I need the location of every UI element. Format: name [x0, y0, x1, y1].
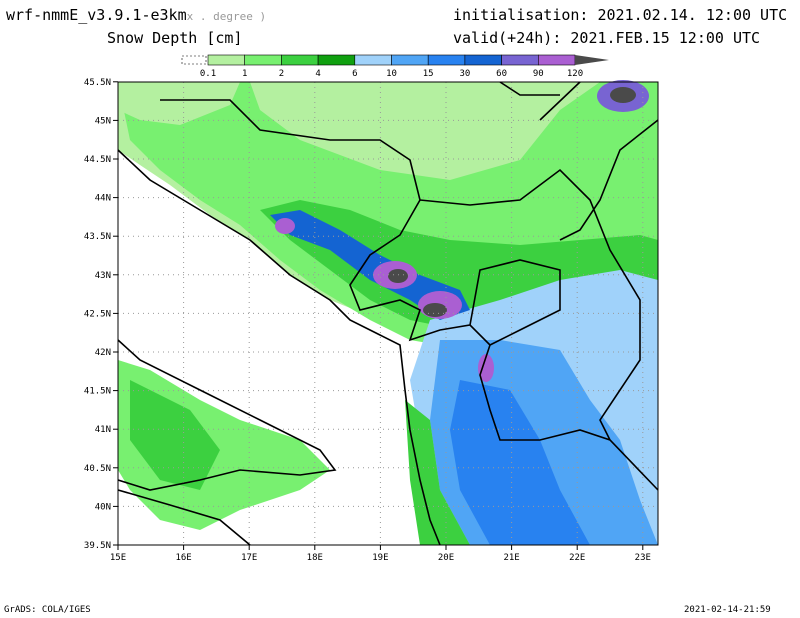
lon-label: 17E: [241, 553, 257, 563]
color-legend: 0.1 1 2 4 6 10 15 30 60 90 120: [181, 54, 609, 79]
legend-label: 6: [352, 69, 357, 79]
field-green-2: [118, 82, 240, 125]
lat-label: 40.5N: [84, 464, 111, 474]
lon-label: 23E: [635, 553, 651, 563]
coastline-italy: [117, 339, 337, 491]
field-ne-max: [610, 87, 636, 103]
lon-label: 15E: [110, 553, 126, 563]
init-time: initialisation: 2021.02.14. 12:00 UTC: [453, 6, 788, 24]
field-max-1: [388, 269, 408, 283]
lon-label: 21E: [503, 553, 519, 563]
lat-label: 44N: [95, 194, 111, 204]
units-hint: x . degree ): [186, 10, 267, 23]
legend-label: 0.1: [200, 69, 216, 79]
legend-below-min: [181, 55, 207, 65]
variable-title: Snow Depth [cm]: [107, 29, 243, 47]
field-south-green: [405, 400, 470, 545]
coastline: [117, 149, 441, 546]
field-blue-dark: [450, 380, 590, 545]
snow-depth-map: 15E 16E 17E 18E 19E 20E 21E 22E 23E 45.5N 45N 44.5N…: [84, 78, 659, 563]
lat-label: 41N: [95, 425, 111, 435]
country-borders: [160, 81, 659, 491]
field-ridge: [270, 210, 470, 320]
field-max-2: [423, 303, 447, 317]
legend-label: 120: [567, 69, 583, 79]
graticule: [118, 82, 658, 545]
axis-ticks: 15E 16E 17E 18E 19E 20E 21E 22E 23E 45.5N 45N 44.5N…: [84, 78, 651, 563]
legend-label: 10: [386, 69, 397, 79]
field-italy-inner: [130, 380, 220, 490]
field-purple-4: [478, 354, 494, 382]
legend-label: 60: [496, 69, 507, 79]
lon-label: 16E: [175, 553, 191, 563]
lat-label: 42.5N: [84, 309, 111, 319]
grads-credit: GrADS: COLA/IGES: [4, 605, 91, 615]
timestamp: 2021-02-14-21:59: [684, 605, 771, 615]
lon-label: 20E: [438, 553, 454, 563]
lat-label: 45.5N: [84, 78, 111, 88]
lat-label: 43N: [95, 271, 111, 281]
lat-label: 42N: [95, 348, 111, 358]
legend-label: 4: [315, 69, 320, 79]
lon-label: 18E: [307, 553, 323, 563]
legend-label: 2: [279, 69, 284, 79]
model-name: wrf-nmmE_v3.9.1-e3km: [6, 6, 187, 24]
lon-label: 22E: [569, 553, 585, 563]
lon-label: 19E: [372, 553, 388, 563]
legend-label: 90: [533, 69, 544, 79]
lat-label: 45N: [95, 116, 111, 126]
snow-fields: [118, 80, 658, 545]
legend-label: 30: [459, 69, 470, 79]
model-title: wrf-nmmE_v3.9.1-e3kmx . degree ): [6, 6, 266, 24]
lat-label: 39.5N: [84, 541, 111, 551]
coastline-italy-south: [117, 489, 251, 546]
lat-label: 41.5N: [84, 387, 111, 397]
legend-swatch-max: [575, 55, 609, 65]
legend-label: 1: [242, 69, 247, 79]
lat-label: 40N: [95, 502, 111, 512]
field-purple-3: [275, 218, 295, 234]
lat-label: 44.5N: [84, 155, 111, 165]
valid-time: valid(+24h): 2021.FEB.15 12:00 UTC: [453, 29, 761, 47]
lat-label: 43.5N: [84, 232, 111, 242]
legend-label: 15: [423, 69, 434, 79]
borders: [117, 81, 659, 546]
